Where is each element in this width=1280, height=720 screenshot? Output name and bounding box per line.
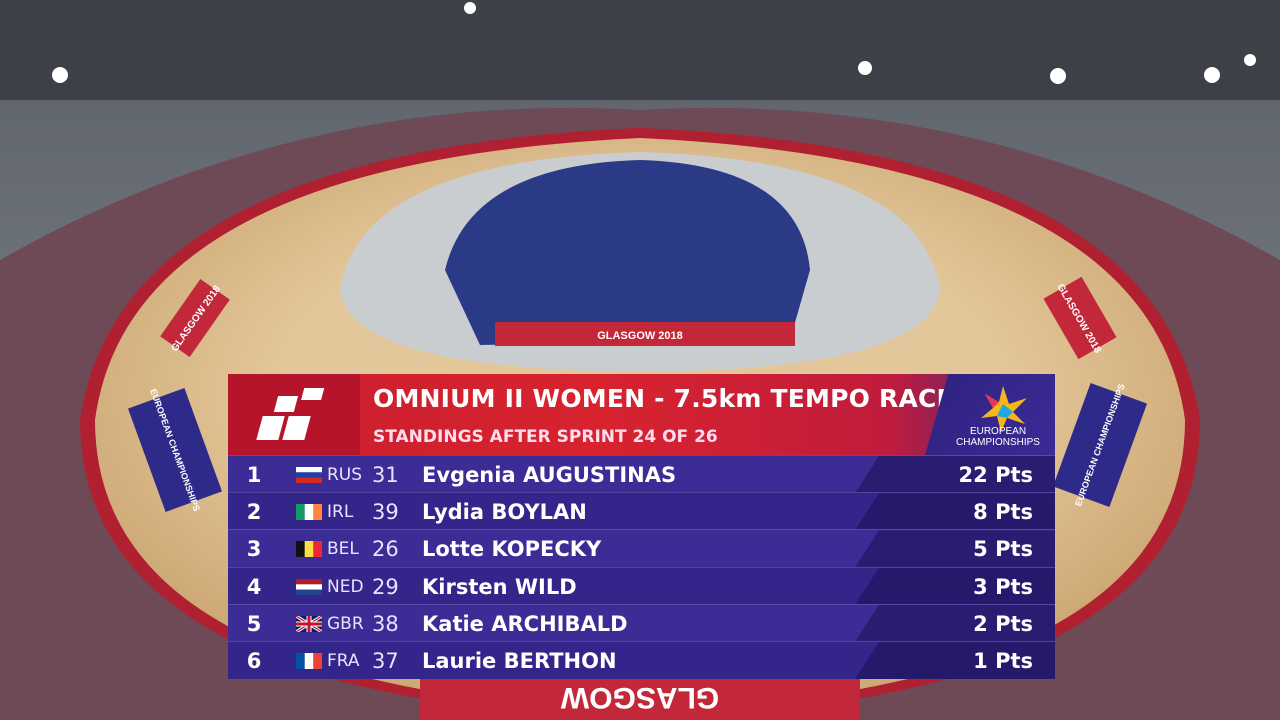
rider-name: Laurie BERTHON <box>422 649 617 673</box>
title: OMNIUM II WOMEN - 7.5km TEMPO RACE <box>373 384 954 413</box>
cycling-icon <box>256 388 325 440</box>
lights <box>52 2 1256 84</box>
points: 8 Pts <box>973 500 1033 525</box>
points: 2 Pts <box>973 611 1033 636</box>
points: 22 Pts <box>958 463 1033 487</box>
rank: 6 <box>246 649 262 673</box>
flag <box>296 467 322 483</box>
country-code: GBR <box>327 613 364 634</box>
country-code: RUS <box>327 465 363 485</box>
country-code: FRA <box>327 651 360 671</box>
flag <box>296 504 322 521</box>
floor-banner <box>420 678 860 720</box>
rank: 2 <box>246 500 262 525</box>
roof-structure <box>0 0 1280 100</box>
bib-number: 31 <box>372 463 399 487</box>
points: 5 Pts <box>973 537 1033 562</box>
rider-name: Kirsten WILD <box>422 574 577 599</box>
rank: 4 <box>246 574 262 599</box>
championship-logo: EUROPEAN CHAMPIONSHIPS <box>925 374 1055 455</box>
standings-row: 4 NED 29 Kirsten WILD 3 Pts <box>228 566 1055 605</box>
flag <box>296 541 322 558</box>
bib-number: 37 <box>372 649 399 673</box>
logo-text: EUROPEAN <box>969 426 1027 437</box>
standings-row: 2 IRL 39 Lydia BOYLAN 8 Pts <box>228 492 1055 531</box>
infield <box>445 160 810 345</box>
rank: 1 <box>246 463 262 487</box>
rider-name: Lotte KOPECKY <box>422 537 602 562</box>
banner-text: GLASGOW <box>560 681 719 714</box>
bib-number: 38 <box>372 611 399 636</box>
star-logo <box>981 386 1027 432</box>
row-accent <box>855 530 1055 568</box>
rider-name: Lydia BOYLAN <box>422 500 587 525</box>
bib-number: 39 <box>372 500 399 525</box>
standings-row: 3 BEL 26 Lotte KOPECKY 5 Pts <box>228 529 1055 568</box>
event-logo <box>228 374 360 455</box>
bib-number: 26 <box>372 537 399 562</box>
rank: 5 <box>246 611 262 636</box>
flag <box>296 578 322 595</box>
rank: 3 <box>246 537 262 562</box>
country-code: BEL <box>327 539 359 560</box>
standings-panel: OMNIUM II WOMEN - 7.5km TEMPO RACE STAND… <box>228 374 1055 679</box>
row-accent <box>855 456 1055 493</box>
standings-row: 6 FRA 37 Laurie BERTHON 1 Pts <box>228 641 1055 679</box>
flag <box>296 615 322 632</box>
rider-name: Katie ARCHIBALD <box>422 611 628 636</box>
row-accent <box>855 642 1055 679</box>
banner-text: GLASGOW 2018 <box>597 330 683 342</box>
bib-number: 29 <box>372 574 399 599</box>
row-accent <box>855 567 1055 605</box>
standings-row: 5 GBR 38 Katie ARCHIBALD 2 Pts <box>228 603 1055 642</box>
infield-banner <box>495 322 795 346</box>
country-code: NED <box>327 576 364 597</box>
row-accent <box>855 604 1055 642</box>
row-accent <box>855 493 1055 531</box>
rider-name: Evgenia AUGUSTINAS <box>422 463 677 487</box>
points: 3 Pts <box>973 574 1033 599</box>
panel-header: OMNIUM II WOMEN - 7.5km TEMPO RACE STAND… <box>228 374 1055 455</box>
flag <box>296 653 322 669</box>
logo-text: CHAMPIONSHIPS <box>956 437 1040 448</box>
subtitle: STANDINGS AFTER SPRINT 24 OF 26 <box>373 427 718 447</box>
points: 1 Pts <box>973 649 1033 673</box>
standings-row: 1 RUS 31 Evgenia AUGUSTINAS 22 Pts <box>228 455 1055 493</box>
country-code: IRL <box>327 502 354 523</box>
